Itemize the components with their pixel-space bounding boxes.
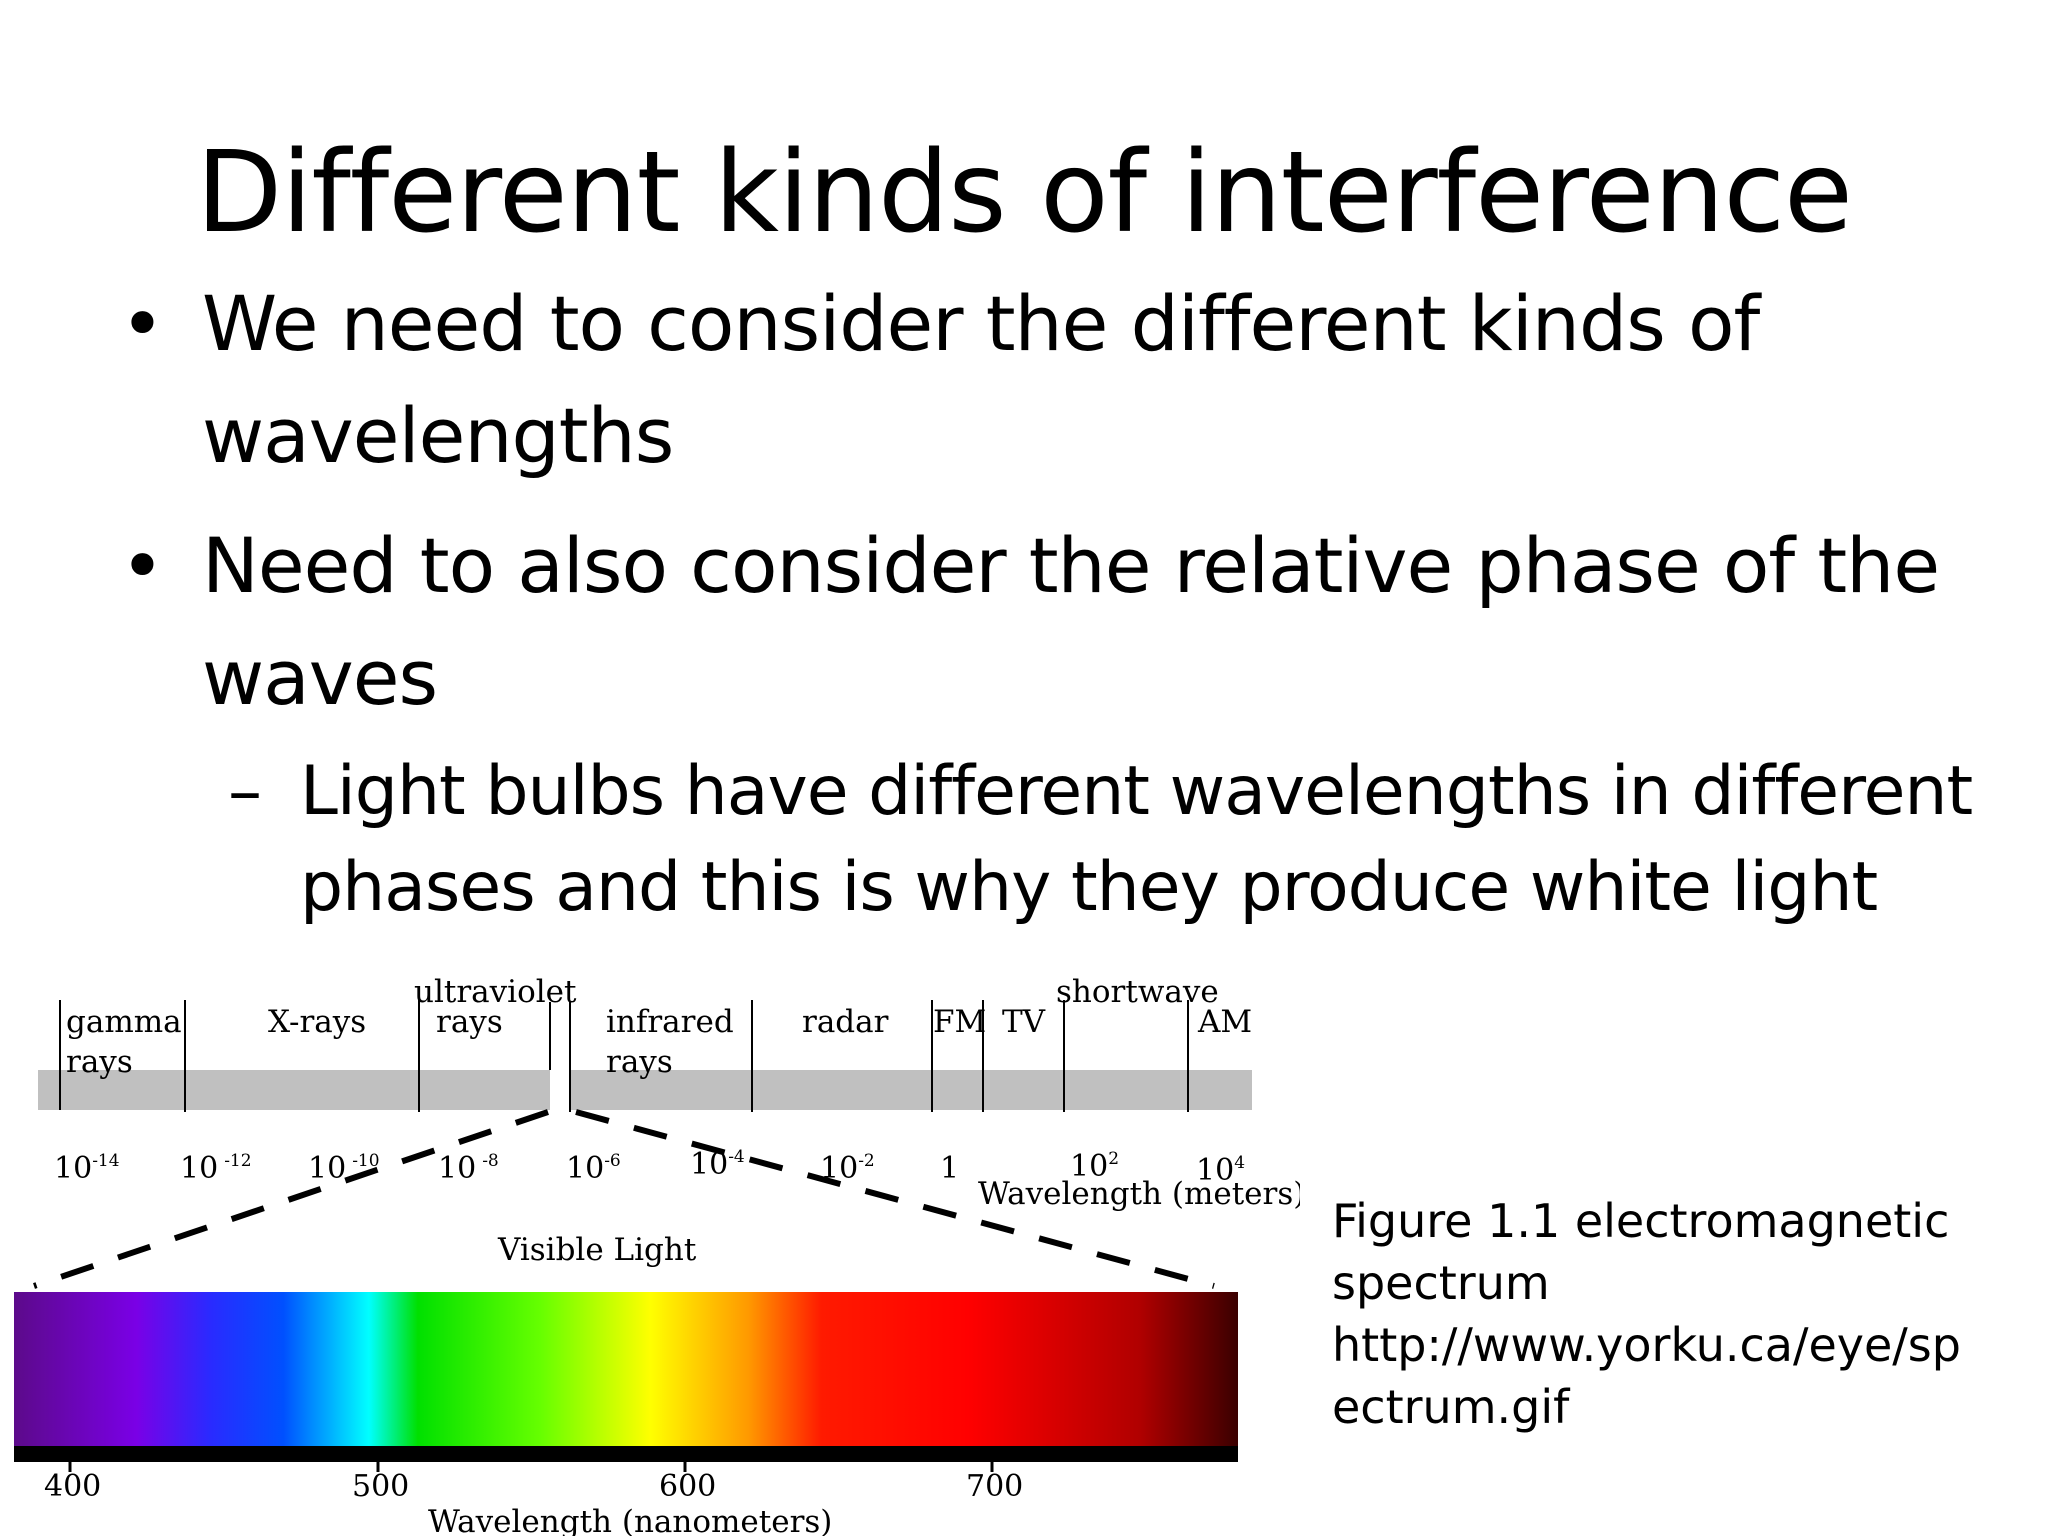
band-label-tv: TV <box>1002 1004 1046 1040</box>
visible-light-label: Visible Light <box>497 1232 697 1268</box>
nm-tick-marks <box>68 1460 994 1472</box>
zoom-lines <box>33 1109 1215 1289</box>
bullet-text: We need to consider the different kinds … <box>202 279 1760 480</box>
bullet-dot: • <box>120 279 165 368</box>
spectrum-diagram: gamma rays X-rays ultraviolet rays infra… <box>14 974 1300 1536</box>
sub-bullet-dash: – <box>228 752 262 831</box>
band-label-infrared: infrared <box>606 1004 734 1040</box>
band-bar-left <box>38 1070 550 1110</box>
nm-tick-label: 700 <box>966 1469 1023 1504</box>
caption-line: spectrum <box>1332 1256 1550 1310</box>
meter-tick: 10 -8 <box>438 1151 499 1186</box>
nm-axis-bar <box>14 1446 1238 1462</box>
band-label-gamma: gamma <box>66 1004 182 1040</box>
caption-line: Figure 1.1 electromagnetic <box>1332 1194 1950 1248</box>
nm-tick-label: 600 <box>659 1469 716 1504</box>
band-label-ultraviolet-rays: rays <box>436 1004 503 1040</box>
meter-tick: 10 -10 <box>308 1151 380 1186</box>
bullet-item: • We need to consider the different kind… <box>120 268 2000 492</box>
figure-caption: Figure 1.1 electromagnetic spectrum http… <box>1332 1190 1992 1438</box>
meter-tick: 10 -12 <box>180 1151 252 1186</box>
band-label-shortwave: shortwave <box>1056 974 1219 1010</box>
band-label-gamma-rays: rays <box>66 1044 133 1080</box>
bullet-list: • We need to consider the different kind… <box>120 268 2000 936</box>
caption-line: http://www.yorku.ca/eye/sp <box>1332 1318 1961 1372</box>
band-label-ultraviolet: ultraviolet <box>414 974 577 1010</box>
band-label-xrays: X-rays <box>268 1004 366 1040</box>
meter-tick: 10-14 <box>54 1151 120 1186</box>
band-dividers <box>59 1000 1189 1112</box>
bullet-item: • Need to also consider the relative pha… <box>120 510 2000 734</box>
band-label-infrared-rays: rays <box>606 1044 673 1080</box>
meter-axis-label: Wavelength (meters) <box>978 1176 1300 1212</box>
band-label-radar: radar <box>802 1004 889 1040</box>
slide-title: Different kinds of interference <box>196 128 1853 258</box>
spectrum-figure: gamma rays X-rays ultraviolet rays infra… <box>0 940 1300 1536</box>
nm-tick-label: 400 <box>44 1469 101 1504</box>
meter-tick: 102 <box>1070 1149 1119 1184</box>
band-label-fm: FM <box>933 1004 986 1040</box>
meter-tick: 1 <box>940 1151 959 1186</box>
bullet-dot: • <box>120 521 165 610</box>
sub-bullet-text: Light bulbs have different wavelengths i… <box>300 752 1973 927</box>
nm-tick-label: 500 <box>352 1469 409 1504</box>
sub-bullet-item: – Light bulbs have different wavelengths… <box>228 744 2000 936</box>
meter-tick: 104 <box>1196 1153 1245 1188</box>
nm-axis-label: Wavelength (nanometers) <box>428 1504 832 1536</box>
meter-tick: 10-6 <box>566 1151 621 1186</box>
band-label-am: AM <box>1197 1004 1252 1040</box>
bullet-text: Need to also consider the relative phase… <box>202 521 1940 722</box>
caption-line: ectrum.gif <box>1332 1380 1570 1434</box>
meter-ticks: 10-14 10 -12 10 -10 10 -8 10-6 10-4 10-2 1 … <box>54 1147 1245 1188</box>
band-bar-right <box>570 1070 1252 1110</box>
visible-spectrum-bar <box>14 1292 1238 1446</box>
